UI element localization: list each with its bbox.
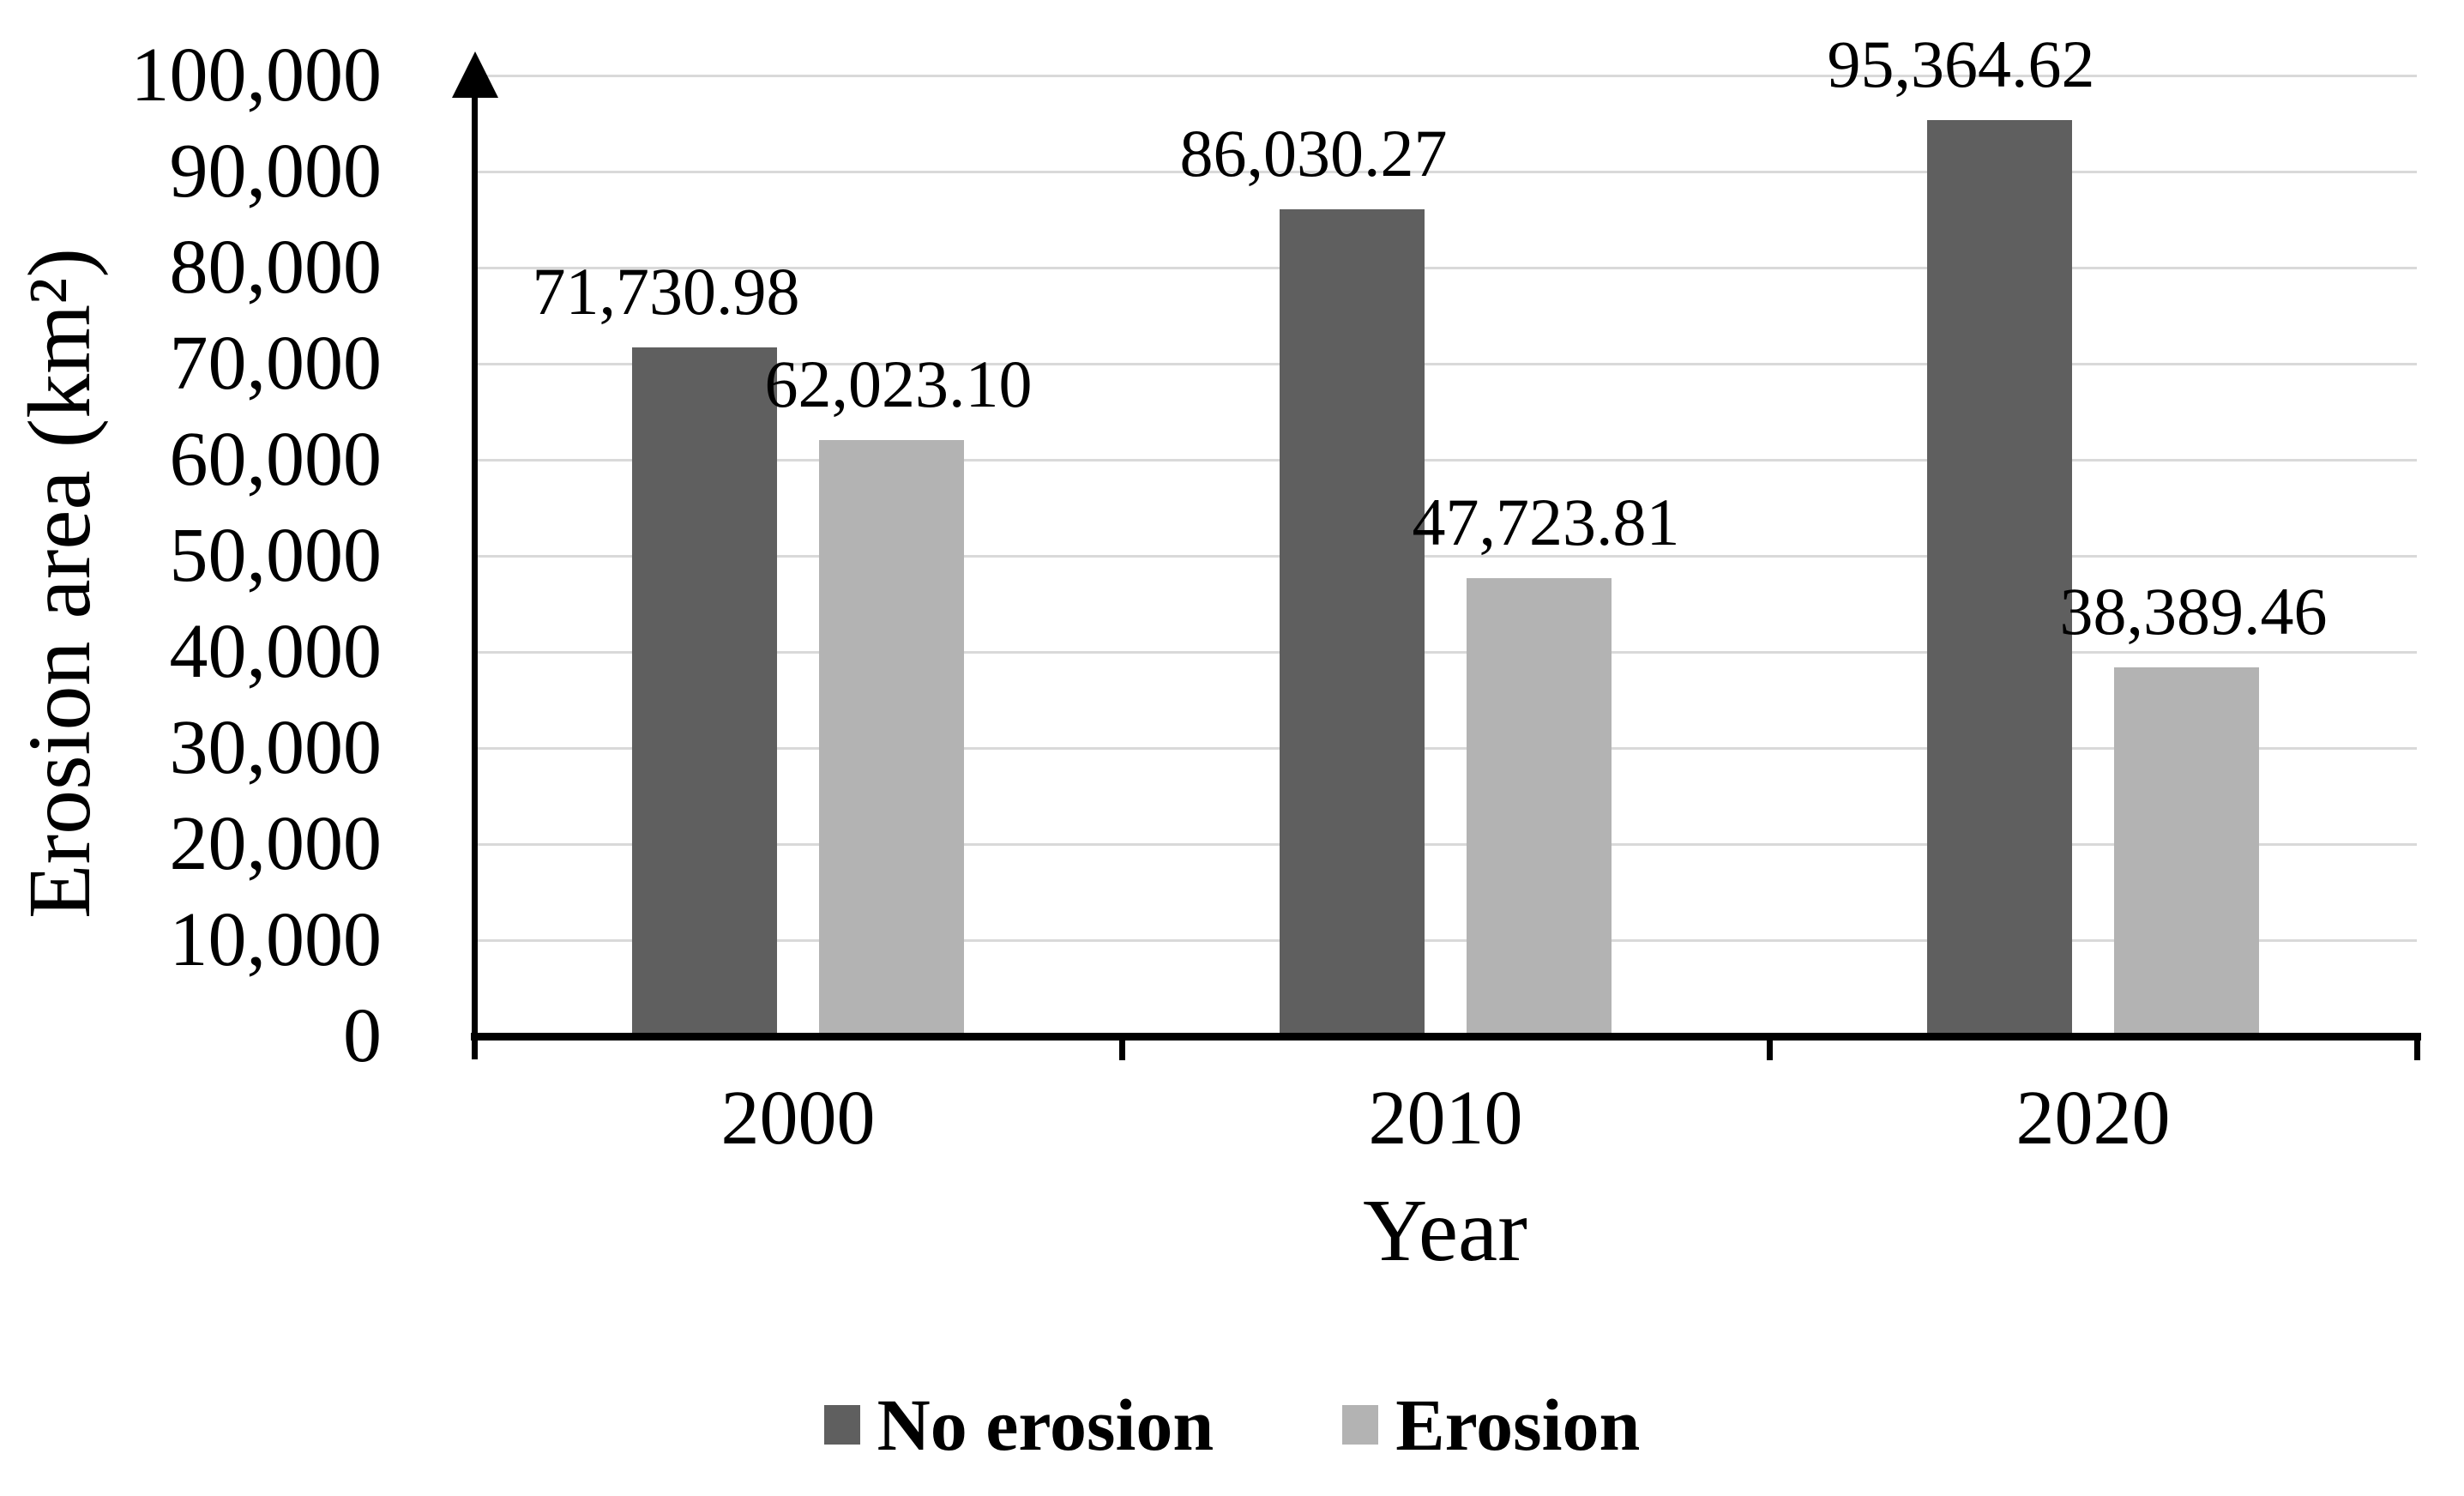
- gridline: [474, 459, 2417, 461]
- gridline: [474, 651, 2417, 654]
- bar-erosion-2000: 62,023.10: [765, 351, 1033, 1036]
- gridline: [474, 171, 2417, 173]
- x-axis-title: Year: [1363, 1181, 1527, 1280]
- x-tick-label-2020: 2020: [2015, 1076, 2171, 1161]
- gridline: [474, 555, 2417, 558]
- y-tick-label: 10,000: [169, 897, 383, 982]
- bar-group-2000: 71,730.98 62,023.10: [474, 75, 1122, 1036]
- gridline: [474, 363, 2417, 365]
- plot-area: 71,730.98 62,023.10 86,030.27 47,723.81 95,3…: [474, 30, 2417, 1036]
- y-tick-label: 90,000: [169, 129, 383, 214]
- bar-no-erosion-2000: 71,730.98: [533, 257, 800, 1036]
- bar-value-label: 71,730.98: [532, 253, 800, 329]
- y-tick-label: 70,000: [169, 321, 383, 406]
- gridline: [474, 747, 2417, 750]
- y-tick-label: 50,000: [169, 513, 383, 598]
- bar-value-label: 95,364.62: [1827, 26, 2095, 101]
- legend-item-no-erosion: No erosion: [823, 1384, 1214, 1466]
- bar-groups: 71,730.98 62,023.10 86,030.27 47,723.81 95,3…: [474, 30, 2417, 1036]
- bar-value-label: 38,389.46: [2059, 574, 2328, 649]
- y-tick-label: 30,000: [169, 705, 383, 790]
- x-tick-label-2000: 2000: [720, 1076, 876, 1161]
- legend-label: Erosion: [1395, 1384, 1641, 1466]
- legend-swatch-erosion: [1342, 1405, 1379, 1445]
- y-tick-label: 0: [343, 993, 382, 1078]
- bar-erosion-2020: 38,389.46: [2060, 578, 2328, 1036]
- gridlines: [474, 75, 2417, 1036]
- gridline: [474, 75, 2417, 77]
- x-tick-label-2010: 2010: [1368, 1076, 1523, 1161]
- y-tick-label: 80,000: [169, 225, 383, 310]
- gridline: [474, 843, 2417, 846]
- gridline: [474, 939, 2417, 942]
- bar-no-erosion-2010: 86,030.27: [1180, 120, 1448, 1036]
- legend: No erosion Erosion: [0, 1388, 2464, 1462]
- x-axis-tick: [1119, 1036, 1125, 1060]
- y-tick-label: 100,000: [130, 33, 383, 118]
- bar-value-label: 62,023.10: [764, 347, 1033, 422]
- y-tick-label: 40,000: [169, 609, 383, 694]
- legend-item-erosion: Erosion: [1342, 1388, 1640, 1462]
- bar-no-erosion-2020: 95,364.62: [1828, 30, 2095, 1036]
- x-axis-tick: [1767, 1036, 1773, 1060]
- legend-label: No erosion: [877, 1384, 1214, 1466]
- x-axis-tick: [2414, 1036, 2420, 1060]
- y-axis-tick-labels: 100,000 90,000 80,000 70,000 60,000 50,000 40,…: [0, 0, 383, 1496]
- bar-erosion-2010: 47,723.81: [1413, 488, 1680, 1036]
- y-tick-label: 60,000: [169, 417, 383, 502]
- legend-swatch-no-erosion: [823, 1405, 860, 1445]
- bar-group-2020: 95,364.62 38,389.46: [1769, 30, 2417, 1036]
- bar-group-2010: 86,030.27 47,723.81: [1122, 75, 1769, 1036]
- y-axis-line: [472, 81, 478, 1059]
- gridline: [474, 267, 2417, 269]
- bar-value-label: 86,030.27: [1179, 116, 1448, 191]
- x-axis-line: [471, 1033, 2421, 1041]
- bar-value-label: 47,723.81: [1412, 484, 1680, 559]
- y-tick-label: 20,000: [169, 801, 383, 886]
